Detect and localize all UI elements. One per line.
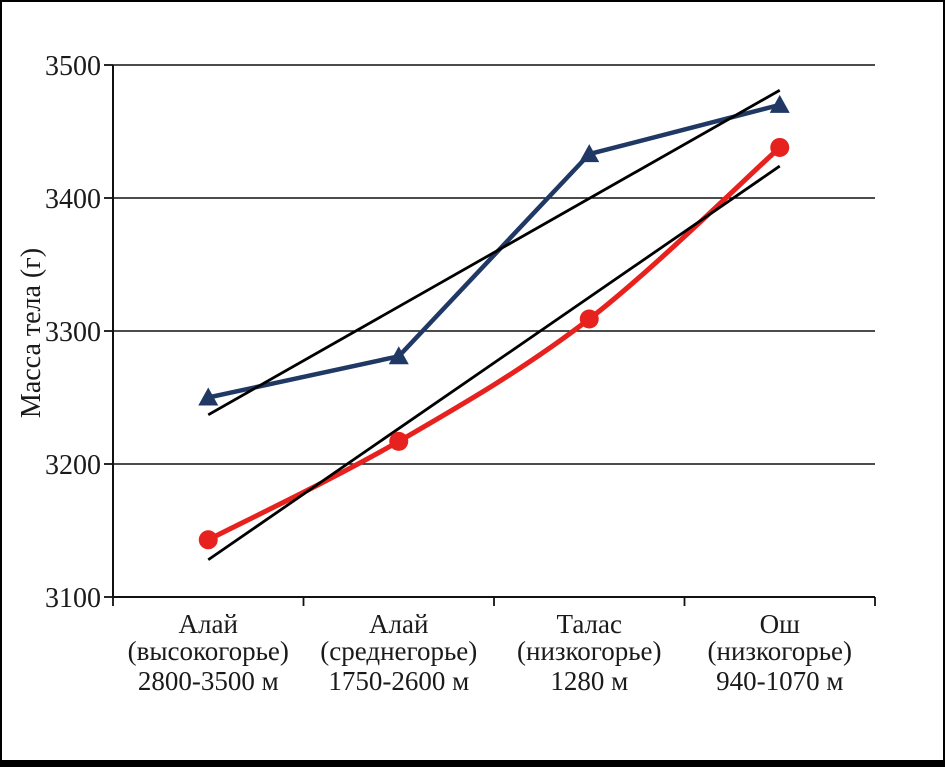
series-line-blue-triangle-series [207, 102, 781, 400]
category-label: Ош [760, 609, 800, 639]
triangle-marker [769, 94, 790, 113]
trendline-blue-triangle-series [207, 89, 781, 417]
category-label: Талас [557, 609, 622, 639]
triangle-marker [388, 346, 409, 365]
category-label: (низкогорье) [517, 636, 662, 666]
y-axis-title: Масса тела (г) [16, 248, 47, 418]
circle-marker [579, 309, 599, 329]
circle-marker [198, 530, 218, 550]
category-label: (среднегорье) [320, 636, 477, 666]
y-tick-label: 3200 [45, 450, 101, 481]
series-line-red-circle-series [207, 145, 782, 543]
y-tick-label: 3400 [45, 184, 101, 215]
circle-marker [389, 431, 409, 451]
category-label: (высокогорье) [128, 636, 289, 666]
category-label: Алай [179, 609, 238, 639]
category-altitude-label: 1750-2600 м [328, 666, 469, 696]
y-tick-label: 3300 [45, 317, 101, 348]
category-altitude-label: 1280 м [550, 666, 628, 696]
y-tick-label: 3100 [45, 583, 101, 614]
category-label: (низкогорье) [708, 636, 853, 666]
circle-marker [770, 137, 790, 157]
category-altitude-label: 2800-3500 м [138, 666, 279, 696]
y-tick-label: 3500 [45, 51, 101, 82]
trendline-red-circle-series [207, 164, 781, 561]
triangle-marker [198, 387, 219, 406]
category-altitude-label: 940-1070 м [716, 666, 843, 696]
category-label: Алай [369, 609, 428, 639]
triangle-marker [579, 144, 600, 163]
